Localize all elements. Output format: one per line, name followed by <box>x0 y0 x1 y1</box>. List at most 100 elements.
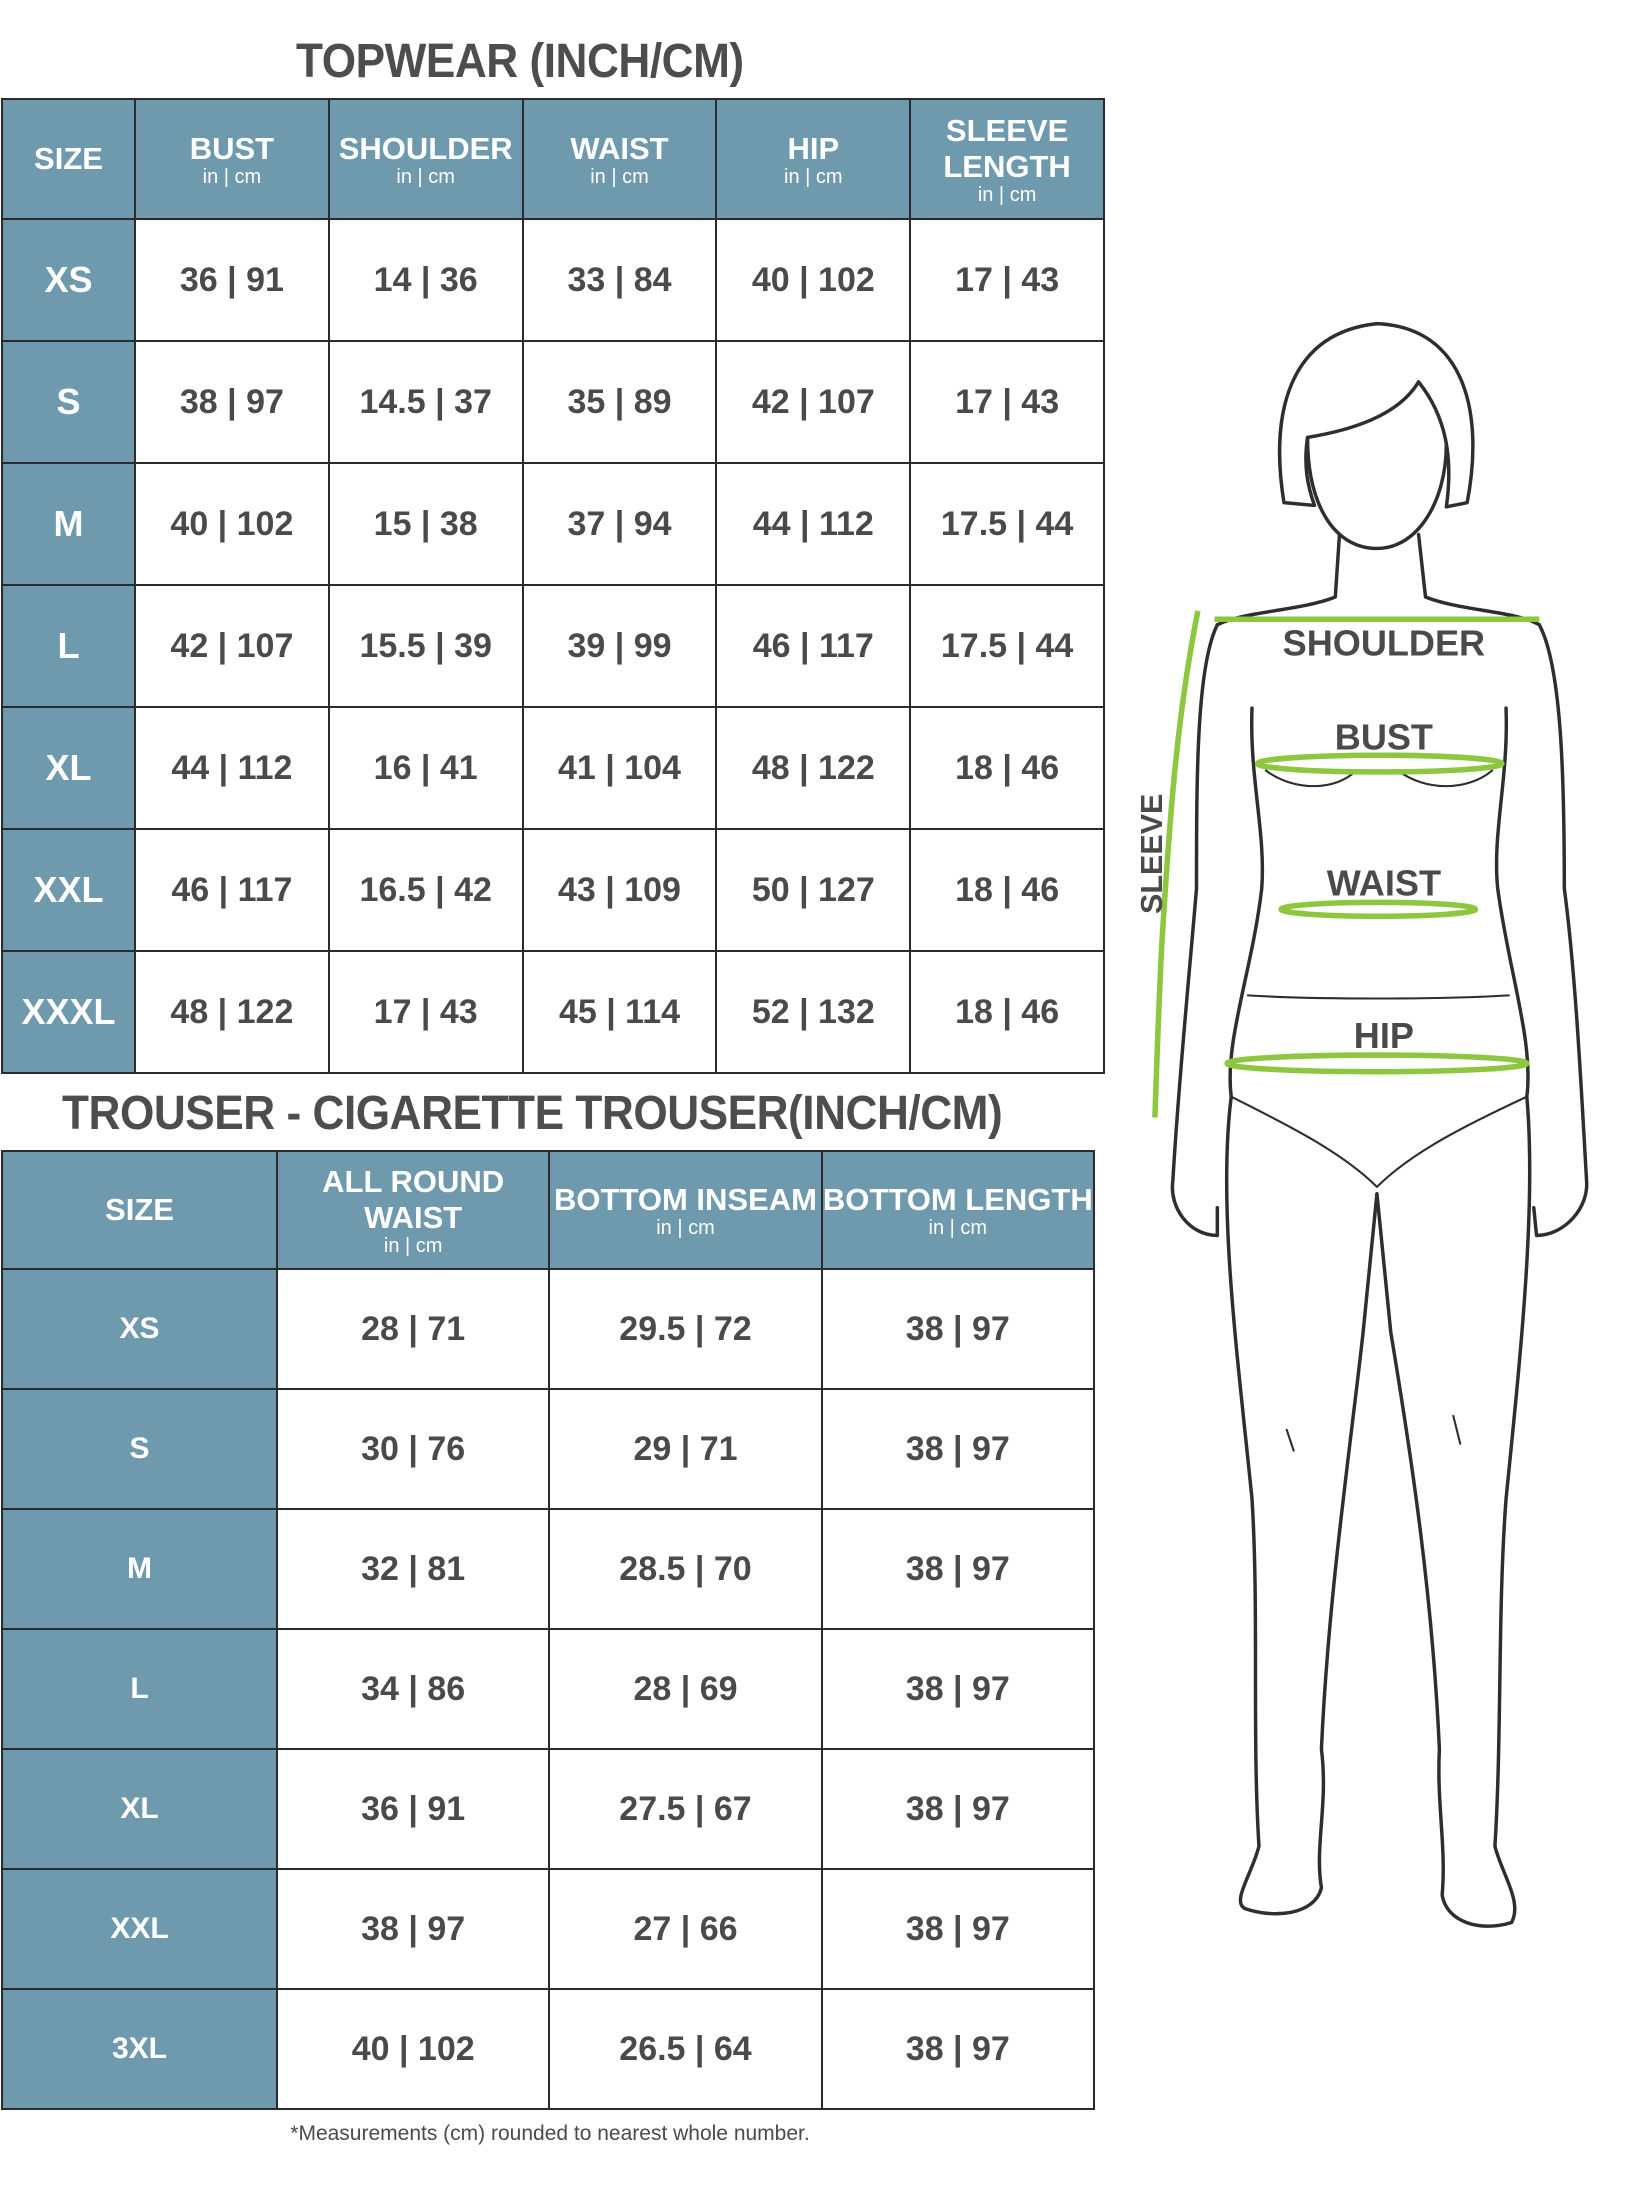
column-header-label: SIZE <box>34 141 103 176</box>
size-cell: XXL <box>1 1868 278 1990</box>
column-header: SLEEVE LENGTH in | cm <box>909 98 1105 220</box>
topwear-title: TOPWEAR (INCH/CM) <box>296 35 744 88</box>
measurement-cell: 48 | 122 <box>134 950 330 1074</box>
table-row: L 34 | 86 28 | 69 38 | 97 <box>1 1628 1096 1750</box>
header-row: SIZE ALL ROUND WAIST in | cm BOTTOM INSEAM i… <box>1 1150 1096 1270</box>
measurement-cell: 28 | 69 <box>548 1628 823 1750</box>
measurement-cell: 14.5 | 37 <box>327 340 524 464</box>
measurement-cell: 37 | 94 <box>521 462 718 586</box>
header-row: SIZE BUST in | cm SHOULDER in | cm WAIST in | … <box>1 98 1105 220</box>
size-cell: L <box>1 584 136 708</box>
size-cell: S <box>1 1388 278 1510</box>
column-header-label: SHOULDER <box>338 131 513 166</box>
measurement-cell: 16.5 | 42 <box>327 828 524 952</box>
measurement-cell: 38 | 97 <box>820 1388 1096 1510</box>
measurement-cell: 36 | 91 <box>134 218 330 342</box>
body-outline <box>1170 321 1589 1928</box>
size-cell: 3XL <box>1 1988 278 2110</box>
size-cell: XL <box>1 706 136 830</box>
trouser-title: TROUSER - CIGARETTE TROUSER(INCH/CM) <box>62 1087 1003 1140</box>
column-header: SIZE <box>1 98 136 220</box>
measurement-cell: 28 | 71 <box>275 1268 551 1390</box>
column-header: WAIST in | cm <box>521 98 718 220</box>
measurement-cell: 50 | 127 <box>715 828 912 952</box>
unit-label: in | cm <box>928 1217 988 1239</box>
trouser-size-table: SIZE ALL ROUND WAIST in | cm BOTTOM INSEAM i… <box>1 1150 1096 2110</box>
measurement-cell: 46 | 117 <box>134 828 330 952</box>
measurement-cell: 18 | 46 <box>909 950 1105 1074</box>
column-header-label: BOTTOM INSEAM <box>554 1182 817 1217</box>
column-header: SIZE <box>1 1150 278 1270</box>
measurement-cell: 15.5 | 39 <box>327 584 524 708</box>
measurement-cell: 17 | 43 <box>909 340 1105 464</box>
measurement-cell: 33 | 84 <box>521 218 718 342</box>
table-row: XXL 46 | 117 16.5 | 42 43 | 109 50 | 127 18 |… <box>1 828 1105 952</box>
size-cell: M <box>1 1508 278 1630</box>
measurement-cell: 29 | 71 <box>548 1388 823 1510</box>
table-row: S 30 | 76 29 | 71 38 | 97 <box>1 1388 1096 1510</box>
measurement-cell: 17.5 | 44 <box>909 584 1105 708</box>
bust-label: BUST <box>1335 717 1433 758</box>
measurement-cell: 27.5 | 67 <box>548 1748 823 1870</box>
measurement-cell: 30 | 76 <box>275 1388 551 1510</box>
measurement-cell: 38 | 97 <box>820 1268 1096 1390</box>
measurement-cell: 29.5 | 72 <box>548 1268 823 1390</box>
measurement-cell: 38 | 97 <box>820 1628 1096 1750</box>
measurement-cell: 28.5 | 70 <box>548 1508 823 1630</box>
measurement-cell: 38 | 97 <box>820 1868 1096 1990</box>
measurement-cell: 45 | 114 <box>521 950 718 1074</box>
measurement-cell: 27 | 66 <box>548 1868 823 1990</box>
size-cell: XS <box>1 218 136 342</box>
measurement-cell: 26.5 | 64 <box>548 1988 823 2110</box>
measurement-cell: 43 | 109 <box>521 828 718 952</box>
measurement-cell: 32 | 81 <box>275 1508 551 1630</box>
shoulder-label: SHOULDER <box>1283 622 1485 663</box>
measurement-cell: 48 | 122 <box>715 706 912 830</box>
size-cell: XXXL <box>1 950 136 1074</box>
unit-label: in | cm <box>590 166 649 188</box>
measurement-cell: 38 | 97 <box>820 1508 1096 1630</box>
column-header-label: SIZE <box>105 1192 174 1227</box>
size-cell: XL <box>1 1748 278 1870</box>
body-measurement-figure: SHOULDER BUST WAIST HIP SLEEVE <box>1135 321 1589 1928</box>
table-row: XL 36 | 91 27.5 | 67 38 | 97 <box>1 1748 1096 1870</box>
measurement-cell: 42 | 107 <box>134 584 330 708</box>
column-header: BOTTOM INSEAM in | cm <box>548 1150 823 1270</box>
table-row: XL 44 | 112 16 | 41 41 | 104 48 | 122 18 | 46 <box>1 706 1105 830</box>
measurement-cell: 18 | 46 <box>909 706 1105 830</box>
sleeve-label: SLEEVE <box>1135 794 1169 914</box>
waist-label: WAIST <box>1327 862 1441 903</box>
table-row: M 32 | 81 28.5 | 70 38 | 97 <box>1 1508 1096 1630</box>
column-header: BUST in | cm <box>134 98 330 220</box>
measurement-cell: 14 | 36 <box>327 218 524 342</box>
table-row: L 42 | 107 15.5 | 39 39 | 99 46 | 117 17.5 | … <box>1 584 1105 708</box>
measurement-cell: 39 | 99 <box>521 584 718 708</box>
measurement-cell: 18 | 46 <box>909 828 1105 952</box>
measurement-cell: 15 | 38 <box>327 462 524 586</box>
table-row: XS 28 | 71 29.5 | 72 38 | 97 <box>1 1268 1096 1390</box>
measurement-lines <box>1152 610 1540 1118</box>
measurement-cell: 38 | 97 <box>820 1988 1096 2110</box>
measurement-cell: 40 | 102 <box>275 1988 551 2110</box>
column-header: BOTTOM LENGTH in | cm <box>820 1150 1096 1270</box>
hip-line <box>1224 1052 1530 1075</box>
measurement-cell: 16 | 41 <box>327 706 524 830</box>
unit-label: in | cm <box>656 1217 715 1239</box>
column-header-label: ALL ROUND WAIST <box>322 1164 505 1235</box>
waist-line <box>1278 899 1479 920</box>
column-header: HIP in | cm <box>715 98 912 220</box>
table-row: XS 36 | 91 14 | 36 33 | 84 40 | 102 17 | 43 <box>1 218 1105 342</box>
unit-label: in | cm <box>202 166 262 188</box>
measurement-cell: 52 | 132 <box>715 950 912 1074</box>
table-row: M 40 | 102 15 | 38 37 | 94 44 | 112 17.5 | 44 <box>1 462 1105 586</box>
size-cell: L <box>1 1628 278 1750</box>
measurement-cell: 38 | 97 <box>134 340 330 464</box>
footnote: *Measurements (cm) rounded to nearest wh… <box>290 2122 810 2145</box>
measurement-cell: 17.5 | 44 <box>909 462 1105 586</box>
table-row: XXXL 48 | 122 17 | 43 45 | 114 52 | 132 18 | … <box>1 950 1105 1074</box>
size-cell: M <box>1 462 136 586</box>
measurement-cell: 40 | 102 <box>134 462 330 586</box>
measurement-cell: 44 | 112 <box>134 706 330 830</box>
measurement-cell: 44 | 112 <box>715 462 912 586</box>
measurement-cell: 42 | 107 <box>715 340 912 464</box>
